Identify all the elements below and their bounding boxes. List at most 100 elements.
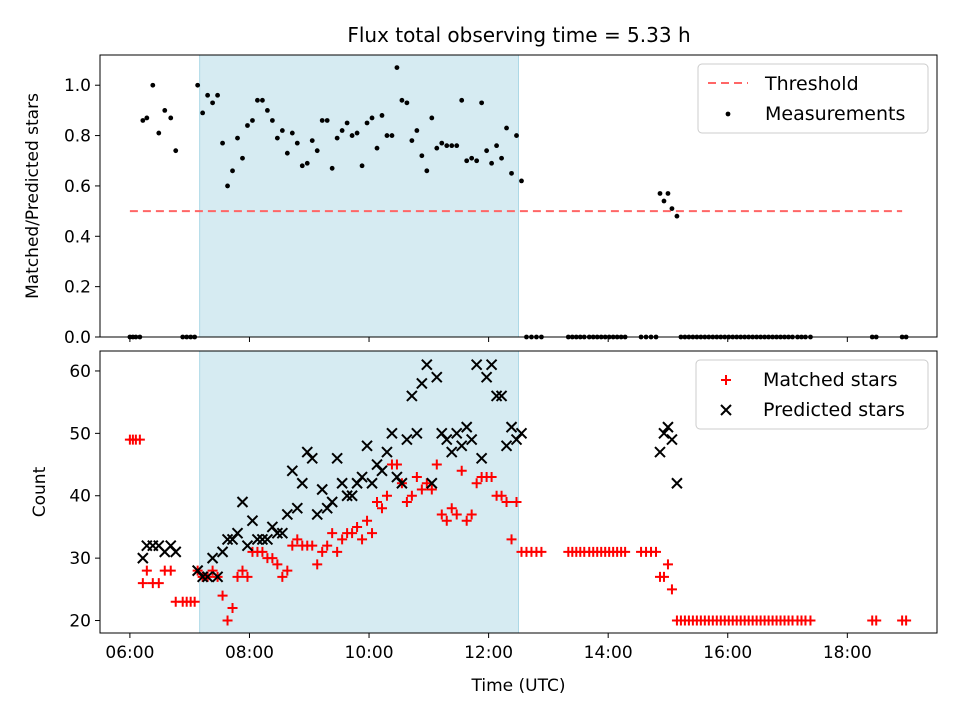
- matched-star-point: [227, 603, 238, 614]
- measurement-point: [260, 97, 265, 103]
- legend-measurements-label: Measurements: [765, 103, 905, 125]
- matched-star-point: [436, 509, 447, 520]
- predicted-star-point: [261, 533, 274, 546]
- measurement-point: [489, 160, 494, 166]
- measurement-point: [389, 133, 395, 138]
- top-panel-frame: [99, 54, 938, 338]
- measurement-point: [144, 115, 150, 121]
- y-tick-label: 0.4: [64, 227, 91, 247]
- measurement-point: [269, 118, 275, 123]
- matched-star-point: [651, 546, 662, 557]
- predicted-star-point: [316, 483, 328, 496]
- predicted-star-point: [306, 452, 318, 465]
- measurement-point: [444, 143, 450, 149]
- measurement-point: [354, 130, 360, 136]
- predicted-star-point: [500, 440, 513, 452]
- measurement-point: [404, 100, 410, 106]
- top-y-axis-label: Matched/Predicted stars: [23, 93, 43, 299]
- matched-star-point: [901, 615, 912, 626]
- matched-star-point: [416, 484, 427, 495]
- measurement-point: [265, 107, 270, 113]
- measurement-point: [173, 148, 179, 154]
- matched-star-point: [312, 559, 323, 570]
- measurement-point: [359, 163, 365, 169]
- bottom-legend: Matched stars Predicted stars: [695, 359, 929, 430]
- matched-star-point: [357, 534, 368, 545]
- matched-star-point: [466, 509, 477, 520]
- measurement-point: [509, 170, 514, 176]
- measurement-point: [349, 133, 355, 138]
- legend-box: [697, 63, 929, 134]
- matched-star-point: [620, 546, 631, 557]
- matched-star-point: [189, 596, 200, 607]
- matched-star-point: [222, 615, 233, 626]
- matched-star-point: [426, 484, 437, 495]
- y-tick-label: 50: [69, 424, 91, 444]
- matched-star-point: [134, 434, 145, 445]
- predicted-star-point: [376, 465, 388, 477]
- bottom-y-ticks: 20 30 40 50 60: [69, 362, 100, 632]
- matched-star-point: [237, 565, 248, 576]
- measurement-point: [454, 143, 460, 149]
- y-tick-label: 20: [69, 612, 91, 632]
- predicted-star-point: [406, 390, 418, 402]
- matched-star-point: [242, 571, 253, 582]
- predicted-star-point: [401, 433, 413, 446]
- bottom-x-ticks: 06:00 08:00 10:00 12:00 14:00 16:00 18:00: [105, 633, 872, 663]
- measurement-point: [514, 133, 519, 138]
- matched-star-point: [141, 565, 152, 576]
- predicted-star-point: [271, 527, 284, 539]
- measurement-point: [464, 158, 470, 164]
- matched-star-point: [391, 459, 402, 470]
- matched-star-point: [332, 546, 343, 557]
- measurement-point: [140, 118, 146, 123]
- measurement-point: [519, 178, 524, 184]
- matched-star-point: [666, 584, 677, 595]
- top-panel: 0.0 0.2 0.4 0.6 0.8 1.0 Matched/Predicted sta…: [23, 54, 938, 348]
- measurement-point: [414, 128, 420, 133]
- predicted-star-point: [196, 571, 209, 583]
- matched-star-point: [257, 546, 268, 557]
- predicted-star-point: [441, 433, 453, 446]
- predicted-star-point: [336, 477, 348, 489]
- predicted-star-point: [416, 377, 428, 390]
- y-tick-label: 0.0: [64, 328, 91, 348]
- matched-star-point: [406, 490, 417, 501]
- matched-star-point: [456, 465, 467, 476]
- predicted-star-point: [490, 390, 503, 402]
- measurement-point: [324, 118, 330, 123]
- predicted-star-point: [346, 490, 358, 502]
- y-tick-label: 0.2: [64, 278, 91, 298]
- matched-star-point: [805, 615, 816, 626]
- x-tick-label: 18:00: [823, 643, 872, 663]
- measurement-point: [314, 148, 320, 154]
- predicted-star-point: [658, 427, 670, 440]
- predicted-star-point: [671, 477, 683, 489]
- predicted-star-point: [206, 552, 219, 564]
- measurement-point: [449, 143, 455, 149]
- predicted-star-point: [216, 546, 229, 558]
- matched-star-point: [337, 534, 348, 545]
- matched-star-point: [137, 578, 148, 589]
- matched-star-point: [501, 496, 512, 507]
- predicted-star-point: [137, 552, 149, 564]
- measurement-point: [250, 118, 255, 123]
- measurement-point: [459, 97, 465, 103]
- predicted-star-point: [662, 421, 674, 433]
- measurement-point: [434, 145, 440, 151]
- measurement-point: [240, 155, 245, 161]
- predicted-star-point: [331, 452, 343, 465]
- measurement-point: [665, 191, 671, 196]
- predicted-star-point: [361, 440, 373, 452]
- measurement-point: [220, 140, 225, 146]
- measurement-point: [319, 118, 325, 123]
- matched-star-point: [658, 571, 669, 582]
- measurement-point: [304, 160, 310, 166]
- measurement-point: [299, 163, 305, 169]
- predicted-star-point: [411, 427, 423, 440]
- x-axis-label: Time (UTC): [471, 676, 566, 696]
- matched-star-point: [362, 515, 373, 526]
- matched-star-point: [322, 540, 333, 551]
- y-tick-label: 0.8: [64, 127, 91, 147]
